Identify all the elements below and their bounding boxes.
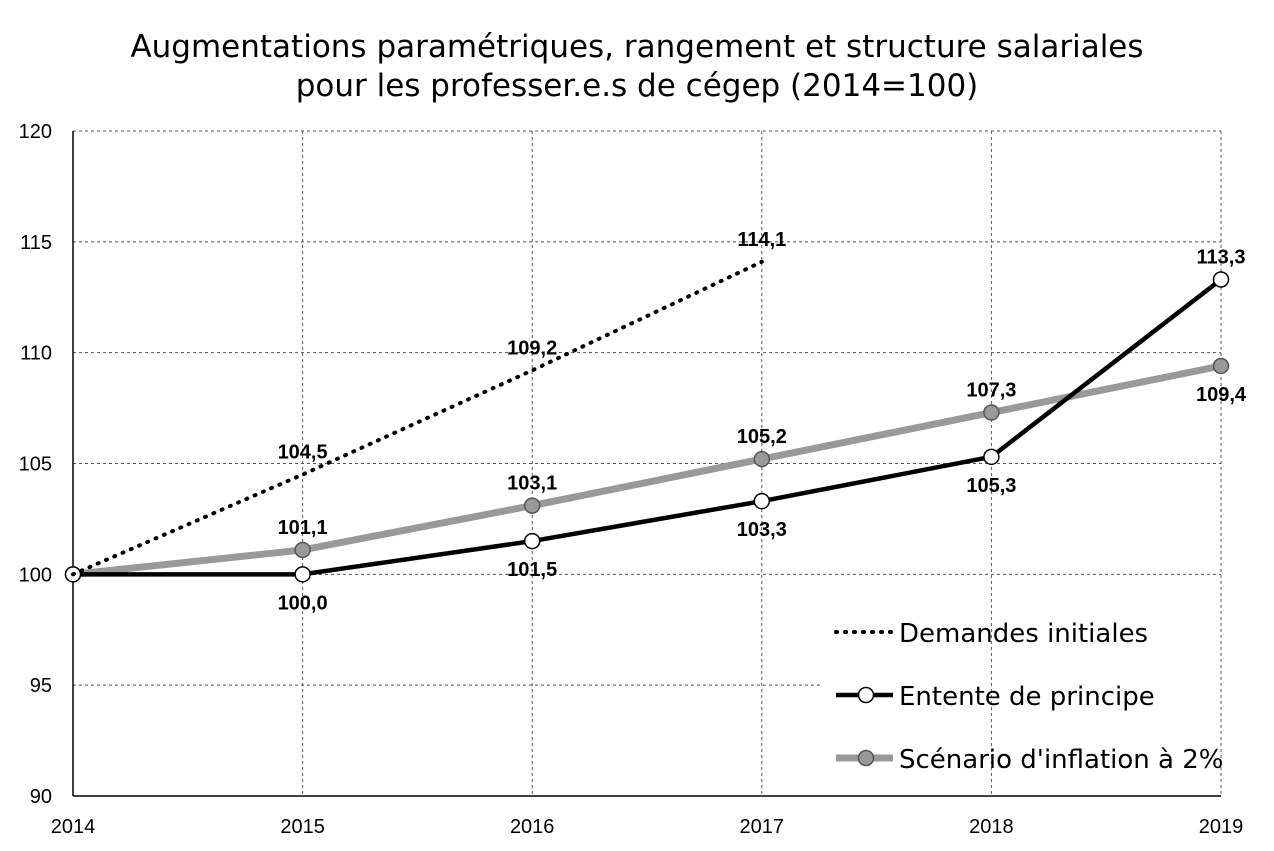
series-line-1 [73, 277, 1223, 577]
series-line-0 [71, 259, 764, 577]
y-tick-label: 120 [19, 121, 52, 143]
data-label: 103,1 [507, 473, 557, 495]
chart-title-line-2: pour les professer.e.s de cégep (2014=10… [296, 68, 979, 104]
legend-label: Demandes initiales [899, 619, 1148, 649]
x-tick-label: 2019 [1199, 816, 1244, 838]
data-label: 101,1 [278, 517, 328, 539]
data-label: 113,3 [1197, 247, 1246, 269]
y-tick-label: 95 [30, 675, 52, 697]
y-tick-label: 105 [19, 454, 52, 476]
series-line-2 [72, 362, 1222, 578]
legend: Demandes initiales Entente de principe Scé… [834, 619, 1223, 775]
data-label: 114,1 [737, 229, 786, 251]
data-point [294, 541, 311, 559]
legend-label: Scénario d'inflation à 2% [899, 745, 1223, 775]
data-label: 101,5 [507, 559, 557, 581]
data-label: 103,3 [737, 519, 787, 541]
series-layer [64, 259, 1230, 583]
x-tick-label: 2017 [740, 816, 785, 838]
data-point [523, 497, 541, 514]
axes [72, 131, 1221, 797]
x-axis-ticks: 2014 2015 2016 2017 2018 2019 [51, 816, 1244, 838]
data-point [753, 492, 771, 510]
legend-marker [857, 686, 875, 704]
data-label: 105,3 [966, 475, 1016, 497]
legend-item: Demandes initiales [834, 619, 1148, 649]
y-tick-label: 115 [20, 232, 52, 254]
data-point [1212, 271, 1230, 288]
legend-label: Entente de principe [899, 682, 1155, 712]
x-tick-label: 2014 [51, 816, 96, 838]
y-axis-ticks: 90 95 100 105 110 115 120 [19, 121, 52, 808]
data-label: 109,2 [507, 337, 557, 359]
data-label: 105,2 [737, 426, 787, 448]
x-tick-label: 2016 [510, 816, 555, 838]
data-label: 109,4 [1196, 384, 1247, 406]
data-label: 100,0 [278, 592, 328, 614]
x-tick-label: 2015 [280, 816, 325, 838]
y-tick-label: 100 [19, 564, 52, 586]
chart-title: Augmentations paramétriques, rangement e… [130, 29, 1143, 104]
y-tick-label: 110 [20, 343, 52, 365]
y-tick-label: 90 [30, 786, 52, 808]
legend-marker [857, 749, 875, 767]
grid [73, 130, 1222, 796]
data-point [983, 448, 1000, 466]
data-label: 104,5 [278, 442, 328, 464]
legend-item: Entente de principe [836, 682, 1155, 712]
data-point [294, 566, 311, 583]
legend-item: Scénario d'inflation à 2% [836, 745, 1223, 775]
data-point [1212, 357, 1230, 375]
data-labels: 104,5 109,2 114,1 100,0 101,5 103,3 105,3 113,3… [278, 229, 1247, 615]
chart-title-line-1: Augmentations paramétriques, rangement e… [130, 29, 1143, 65]
data-point [983, 404, 1000, 421]
data-point [523, 532, 541, 550]
data-point [753, 450, 771, 468]
data-label: 107,3 [966, 380, 1016, 402]
x-tick-label: 2018 [969, 816, 1014, 838]
